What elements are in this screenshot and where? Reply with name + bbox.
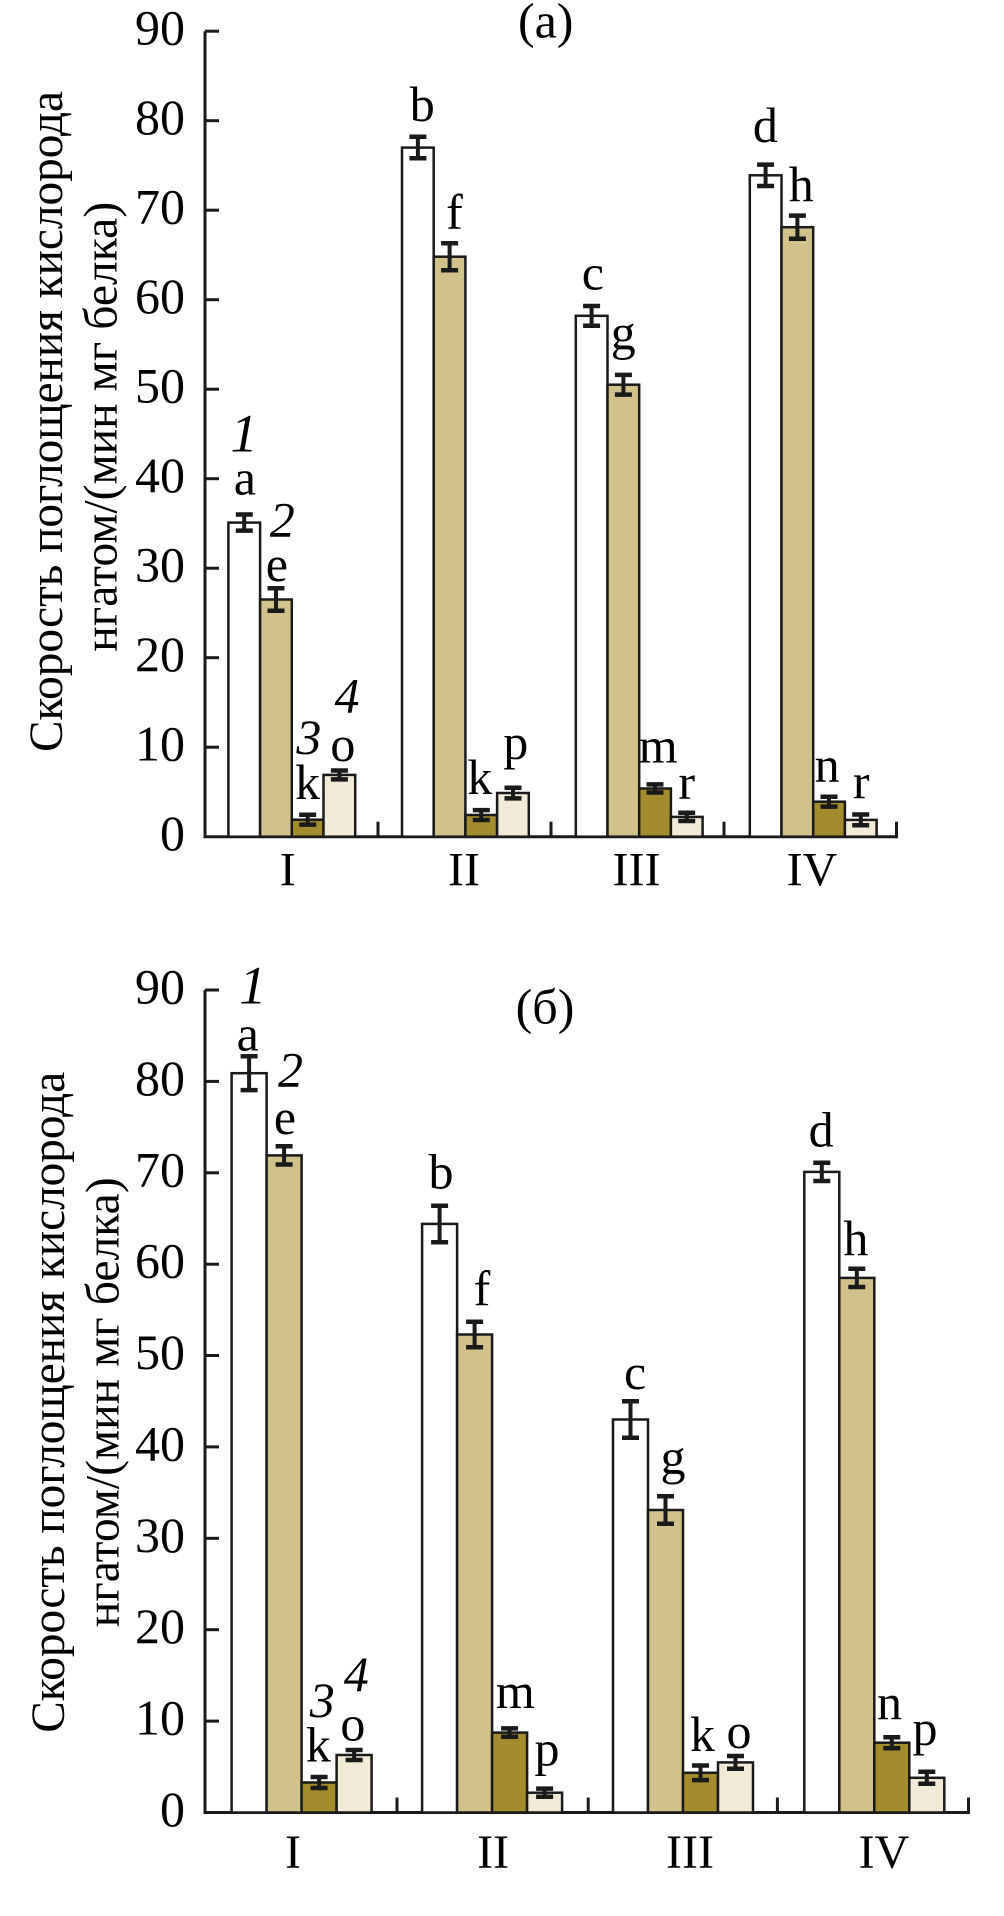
svg-text:80: 80 (135, 89, 185, 145)
svg-text:n: n (815, 737, 840, 793)
svg-text:90: 90 (135, 0, 185, 56)
svg-text:IV: IV (859, 1826, 910, 1879)
svg-text:0: 0 (160, 805, 185, 861)
svg-text:10: 10 (135, 716, 185, 772)
svg-text:50: 50 (135, 358, 185, 414)
svg-text:30: 30 (135, 1507, 185, 1563)
svg-text:40: 40 (135, 447, 185, 503)
svg-text:a: a (237, 1005, 259, 1061)
svg-text:(а): (а) (518, 0, 574, 49)
svg-text:3: 3 (309, 1672, 335, 1728)
svg-text:1: 1 (231, 404, 258, 464)
svg-text:(б): (б) (516, 978, 575, 1034)
svg-text:o: o (727, 1703, 752, 1759)
svg-text:m: m (496, 1663, 535, 1719)
svg-text:70: 70 (135, 1141, 185, 1197)
svg-text:I: I (280, 843, 296, 896)
svg-text:h: h (789, 156, 814, 212)
svg-text:Скорость поглощения кислорода: Скорость поглощения кислорода (20, 91, 73, 752)
svg-text:c: c (582, 245, 604, 301)
svg-text:o: o (330, 716, 355, 772)
svg-text:p: p (503, 714, 528, 770)
svg-text:20: 20 (135, 1598, 185, 1654)
svg-text:n: n (877, 1674, 902, 1730)
svg-text:40: 40 (135, 1415, 185, 1471)
svg-text:IV: IV (787, 843, 838, 896)
svg-text:50: 50 (135, 1324, 185, 1380)
svg-text:p: p (913, 1700, 938, 1756)
svg-text:10: 10 (135, 1690, 185, 1746)
svg-text:h: h (843, 1210, 868, 1266)
svg-text:p: p (535, 1721, 560, 1777)
svg-text:f: f (474, 1261, 491, 1317)
svg-text:c: c (624, 1344, 646, 1400)
svg-text:m: m (639, 718, 678, 774)
svg-text:нгатом/(мин мг белка): нгатом/(мин мг белка) (75, 202, 128, 652)
svg-text:60: 60 (135, 268, 185, 324)
svg-text:4: 4 (335, 668, 360, 724)
svg-text:60: 60 (135, 1233, 185, 1289)
svg-text:d: d (753, 97, 778, 153)
svg-text:III: III (613, 843, 661, 896)
svg-text:k: k (306, 1717, 331, 1773)
svg-text:e: e (266, 536, 288, 592)
svg-text:r: r (853, 754, 870, 810)
svg-text:30: 30 (135, 537, 185, 593)
svg-text:3: 3 (295, 709, 321, 765)
svg-text:2: 2 (270, 491, 295, 547)
svg-text:70: 70 (135, 179, 185, 235)
svg-text:нгатом/(мин мг белка): нгатом/(мин мг белка) (77, 1177, 130, 1627)
svg-text:b: b (410, 76, 435, 132)
svg-text:90: 90 (135, 959, 185, 1015)
svg-text:k: k (467, 749, 492, 805)
svg-text:I: I (285, 1826, 301, 1879)
svg-text:e: e (274, 1089, 296, 1145)
svg-text:b: b (429, 1144, 454, 1200)
svg-text:2: 2 (278, 1041, 303, 1097)
svg-text:III: III (666, 1826, 714, 1879)
svg-text:a: a (234, 450, 256, 506)
svg-text:k: k (295, 754, 320, 810)
svg-text:r: r (678, 754, 695, 810)
svg-text:4: 4 (344, 1646, 369, 1702)
svg-text:f: f (446, 184, 463, 240)
svg-text:80: 80 (135, 1050, 185, 1106)
svg-text:g: g (661, 1429, 686, 1485)
svg-text:II: II (448, 843, 480, 896)
svg-text:1: 1 (239, 955, 266, 1015)
svg-text:0: 0 (160, 1781, 185, 1837)
svg-text:Скорость поглощения кислорода: Скорость поглощения кислорода (22, 1072, 75, 1733)
svg-text:o: o (340, 1695, 365, 1751)
svg-text:k: k (690, 1706, 715, 1762)
svg-text:20: 20 (135, 626, 185, 682)
svg-text:d: d (809, 1102, 834, 1158)
svg-text:g: g (611, 305, 636, 361)
svg-text:II: II (477, 1826, 509, 1879)
